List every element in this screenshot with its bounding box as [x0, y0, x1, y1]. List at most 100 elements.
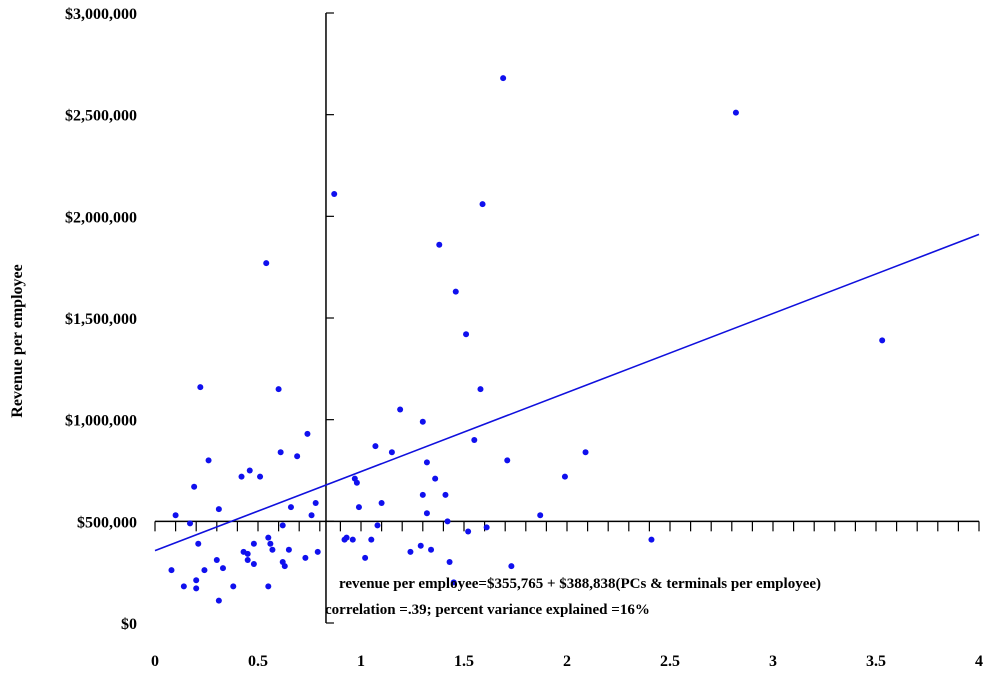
data-point	[419, 418, 426, 425]
x-tick-label: 0	[151, 653, 159, 670]
data-point	[500, 75, 507, 82]
data-point	[442, 491, 449, 498]
data-point	[187, 520, 194, 527]
data-point	[215, 597, 222, 604]
data-point	[213, 556, 220, 563]
data-point	[244, 556, 251, 563]
data-point	[267, 540, 274, 547]
data-point	[483, 524, 490, 531]
y-tick-labels: $0 $500,000 $1,000,000 $1,500,000 $2,000,000…	[65, 6, 137, 633]
data-point	[471, 437, 478, 443]
y-tick-label: $0	[121, 616, 137, 633]
axes	[154, 12, 980, 624]
data-point	[312, 500, 319, 507]
data-point	[374, 522, 381, 529]
data-points	[168, 75, 886, 604]
trendline	[154, 233, 980, 552]
x-tick-label: 0.5	[248, 653, 268, 670]
data-point	[250, 561, 257, 568]
data-point	[436, 241, 443, 248]
data-point	[343, 534, 350, 541]
data-point	[263, 260, 270, 267]
data-point	[378, 500, 385, 507]
data-point	[561, 473, 568, 480]
data-point	[397, 406, 404, 413]
data-point	[353, 479, 360, 486]
data-point	[463, 331, 470, 338]
trendline-group	[154, 233, 980, 552]
data-point	[362, 554, 369, 561]
data-point	[193, 585, 200, 592]
data-point	[287, 504, 294, 511]
y-tick-label: $3,000,000	[65, 6, 137, 23]
x-tick-label: 3	[769, 653, 777, 670]
y-axis-label: Revenue per employee	[9, 264, 26, 417]
data-point	[250, 540, 257, 547]
y-tick-label: $2,500,000	[65, 108, 137, 125]
data-point	[230, 583, 237, 590]
data-point	[265, 534, 272, 541]
data-point	[172, 512, 179, 519]
data-point	[452, 288, 459, 295]
data-point	[582, 449, 589, 456]
data-point	[477, 386, 484, 393]
data-point	[302, 554, 309, 561]
data-point	[195, 540, 202, 547]
data-point	[244, 550, 251, 557]
y-tick-label: $1,500,000	[65, 311, 137, 328]
data-point	[417, 542, 424, 549]
x-tick-label: 1.5	[454, 653, 474, 670]
y-tick-label: $1,000,000	[65, 413, 137, 430]
data-point	[277, 449, 284, 456]
data-point	[201, 567, 208, 574]
regression-equation: revenue per employee=$355,765 + $388,838…	[339, 576, 821, 592]
x-tick-label: 2	[563, 653, 571, 670]
data-point	[281, 563, 288, 570]
data-point	[193, 577, 200, 584]
data-point	[879, 337, 886, 344]
data-point	[257, 473, 264, 480]
data-point	[428, 546, 435, 553]
data-point	[285, 546, 292, 553]
data-point	[423, 510, 430, 517]
data-point	[372, 443, 379, 450]
data-point	[331, 190, 338, 197]
data-point	[308, 512, 315, 519]
correlation-note: correlation =.39; percent variance expla…	[325, 602, 650, 618]
data-point	[446, 559, 453, 565]
data-point	[180, 583, 187, 590]
x-tick-label: 4	[975, 653, 983, 670]
data-point	[732, 109, 739, 116]
data-point	[355, 504, 362, 511]
data-point	[205, 457, 212, 464]
x-tick-labels: 0 0.5 1 1.5 2 2.5 3 3.5 4	[151, 653, 983, 670]
data-point	[314, 548, 321, 555]
x-tick-label: 1	[357, 653, 365, 670]
data-point	[197, 384, 204, 391]
data-point	[479, 201, 486, 208]
data-point	[419, 491, 426, 498]
data-point	[246, 467, 253, 474]
data-point	[504, 457, 511, 464]
data-point	[648, 536, 655, 543]
data-point	[191, 483, 198, 490]
data-point	[407, 548, 414, 555]
y-tick-label: $2,000,000	[65, 209, 137, 226]
data-point	[537, 512, 544, 519]
data-point	[275, 386, 282, 393]
data-point	[444, 518, 451, 525]
data-point	[219, 565, 226, 572]
data-point	[368, 536, 375, 543]
data-point	[388, 449, 395, 456]
data-point	[465, 528, 472, 535]
data-point	[294, 453, 301, 460]
data-point	[304, 430, 311, 437]
data-point	[168, 567, 175, 574]
data-point	[238, 473, 245, 480]
data-point	[423, 459, 430, 466]
x-tick-label: 2.5	[660, 653, 680, 670]
data-point	[269, 546, 276, 553]
data-point	[279, 522, 286, 529]
data-point	[265, 583, 272, 590]
